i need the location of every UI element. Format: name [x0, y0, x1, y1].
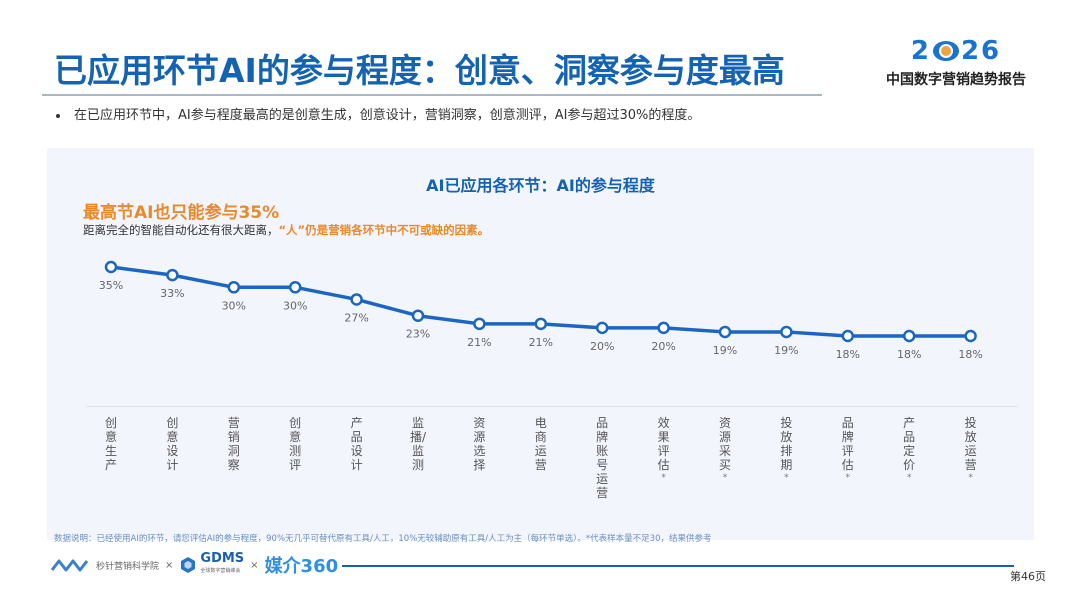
data-label: 30%: [283, 299, 307, 312]
x-axis-line: [87, 406, 1017, 407]
x-axis-categories: 创意生产 创意设计 营销洞察 创意测评 产品设计 监播/监测 资源选择 电商运营 品牌账号运营 效…: [47, 416, 1034, 516]
data-point-marker: [964, 329, 977, 343]
page-number: 第46页: [1010, 570, 1046, 583]
x-axis-category: 品牌账号运营: [596, 416, 609, 500]
data-label: 20%: [651, 340, 675, 353]
data-label: 35%: [99, 279, 123, 292]
x-axis-category: 创意生产: [104, 416, 117, 472]
small-sample-star-icon: *: [845, 473, 851, 483]
separator-x: ×: [250, 559, 259, 571]
small-sample-star-icon: *: [968, 473, 973, 483]
data-label: 21%: [467, 336, 491, 349]
highlight-callout: 最高节AI也只能参与35%: [83, 203, 280, 223]
data-label: 21%: [529, 336, 553, 349]
footer-logos: 秒针营销科学院 × GDMS 全球数字营销峰会 × 媒介360: [50, 551, 339, 577]
data-point-marker: [534, 317, 548, 331]
note-accent: “人”仍是营销各环节中不可或缺的因素。: [278, 223, 490, 237]
data-label: 30%: [222, 299, 246, 312]
chart-title: AI已应用各环节：AI的参与程度: [426, 176, 655, 195]
page-title: 已应用环节AI的参与程度：创意、洞察参与度最高: [54, 51, 785, 90]
data-point-marker: [841, 329, 855, 343]
footer-divider: [342, 565, 1014, 567]
gdms-logo: GDMS 全球数字营销峰会: [179, 551, 245, 577]
x-axis-category: 效果评估 *: [657, 416, 670, 483]
line-chart: 35% 33% 30% 30% 27% 23% 21% 21% 20% 20% 19% 19% 18% 1…: [99, 260, 983, 361]
data-point-marker: [657, 321, 670, 335]
brand-year: 2 26: [876, 36, 1036, 66]
data-label: 19%: [713, 344, 737, 357]
data-label: 27%: [344, 311, 368, 324]
brand-year-digits: 26: [960, 36, 1002, 66]
note-plain: 距离完全的智能自动化还有很大距离，: [83, 223, 279, 237]
data-point-marker: [473, 317, 486, 331]
separator-x: ×: [165, 559, 174, 571]
data-label: 23%: [406, 328, 430, 341]
data-point-marker: [595, 321, 609, 335]
brand-subtitle: 中国数字营销趋势报告: [886, 72, 1026, 88]
x-axis-category: 监播/监测: [410, 416, 427, 472]
data-label: 19%: [774, 344, 798, 357]
x-axis-category: 投放排期 *: [780, 416, 793, 483]
data-label: 20%: [590, 340, 614, 353]
meijie360-logo: 媒介360: [264, 556, 339, 577]
x-axis-category: 产品设计: [350, 416, 363, 472]
data-point-marker: [104, 260, 118, 274]
x-axis-category: 资源选择: [473, 416, 486, 472]
title-divider: [42, 94, 822, 96]
summary-bullet: 在已应用环节中，AI参与程度最高的是创意生成，创意设计，营销洞察，创意测评，AI…: [56, 104, 700, 123]
bullet-icon: [56, 113, 60, 118]
gdms-text: GDMS 全球数字营销峰会: [200, 551, 245, 577]
data-point-marker: [902, 329, 916, 343]
brand-year-digit: 2: [910, 36, 931, 66]
small-sample-star-icon: *: [661, 473, 666, 483]
gdms-name: GDMS: [200, 551, 245, 566]
data-point-marker: [718, 325, 732, 339]
report-brand: 2 26 中国数字营销趋势报告: [876, 36, 1036, 89]
data-label: 18%: [958, 348, 982, 361]
x-axis-category: 电商运营: [534, 416, 547, 472]
small-sample-star-icon: *: [784, 473, 789, 483]
small-sample-star-icon: *: [906, 473, 912, 483]
org-miaozhen: 秒针营销科学院: [96, 561, 160, 572]
summary-text: 在已应用环节中，AI参与程度最高的是创意生成，创意设计，营销洞察，创意测评，AI…: [74, 108, 701, 123]
x-axis-category: 品牌评估 *: [841, 416, 854, 483]
data-point-marker: [166, 268, 179, 282]
data-label: 18%: [836, 348, 860, 361]
x-axis-category: 资源采买 *: [718, 416, 731, 483]
miaozhen-logo-icon: [50, 559, 89, 572]
data-point-marker: [227, 281, 241, 294]
data-point-marker: [411, 309, 425, 322]
data-point-marker: [780, 325, 793, 339]
data-label: 33%: [160, 287, 184, 300]
small-sample-star-icon: *: [722, 473, 728, 483]
data-point-marker: [288, 281, 302, 294]
data-note: 数据说明：已经使用AI的环节，请您评估AI的参与程度，90%无几乎可替代原有工具…: [54, 534, 712, 544]
gdms-hex-icon: [181, 557, 196, 573]
x-axis-category: 投放运营 *: [964, 416, 977, 483]
x-axis-category: 产品定价 *: [903, 416, 916, 483]
eye-logo-icon: [932, 41, 959, 61]
data-label: 18%: [897, 348, 921, 361]
chart-panel: AI已应用各环节：AI的参与程度 最高节AI也只能参与35% 距离完全的智能自动…: [47, 148, 1034, 540]
data-point-marker: [350, 293, 363, 306]
x-axis-category: 创意设计: [166, 416, 179, 472]
x-axis-category: 营销洞察: [227, 416, 240, 472]
gdms-subtitle: 全球数字营销峰会: [200, 568, 241, 574]
callout-note: 距离完全的智能自动化还有很大距离，“人”仍是营销各环节中不可或缺的因素。: [83, 222, 489, 238]
x-axis-category: 创意测评: [289, 416, 302, 472]
